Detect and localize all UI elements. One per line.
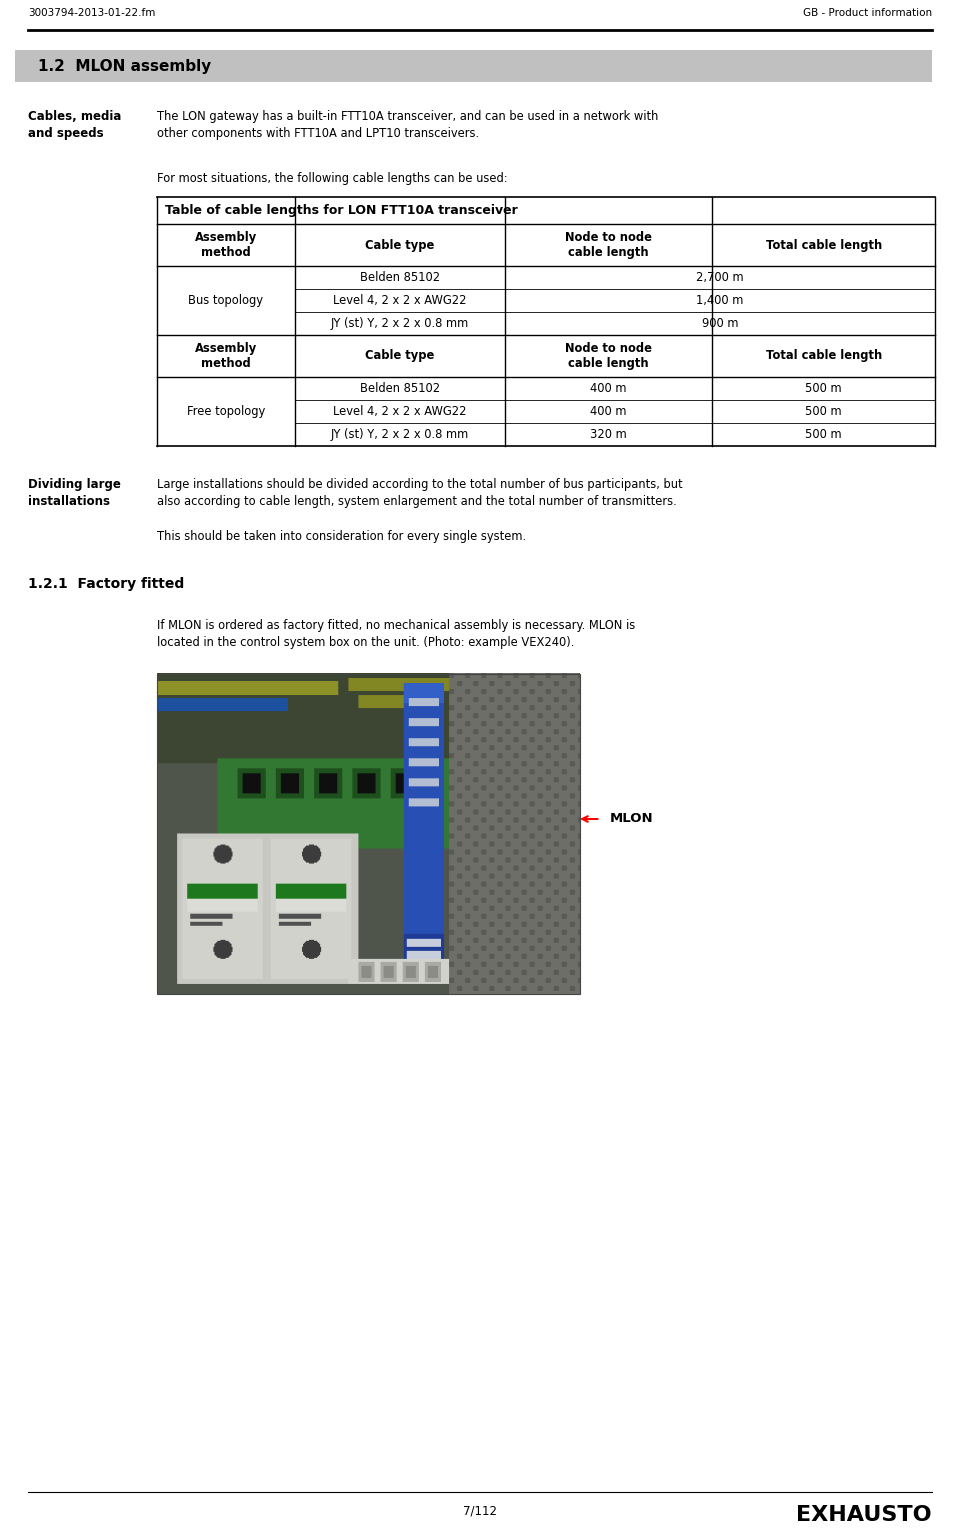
Text: 500 m: 500 m	[805, 406, 842, 418]
Text: 2,700 m: 2,700 m	[696, 271, 744, 283]
Text: Level 4, 2 x 2 x AWG22: Level 4, 2 x 2 x AWG22	[333, 406, 467, 418]
Text: 400 m: 400 m	[590, 406, 627, 418]
Text: Node to node
cable length: Node to node cable length	[565, 231, 652, 259]
Text: JY (st) Y, 2 x 2 x 0.8 mm: JY (st) Y, 2 x 2 x 0.8 mm	[330, 317, 468, 331]
Text: EXHAUSTO: EXHAUSTO	[797, 1505, 932, 1525]
Text: MLON: MLON	[610, 813, 654, 825]
Bar	[157, 224, 935, 266]
Text: Large installations should be divided according to the total number of bus parti: Large installations should be divided ac…	[157, 478, 683, 508]
Bar	[157, 377, 935, 446]
Bar	[15, 51, 932, 83]
Bar	[157, 335, 935, 377]
Text: For most situations, the following cable lengths can be used:: For most situations, the following cable…	[157, 171, 508, 185]
Text: Free topology: Free topology	[187, 406, 265, 418]
Bar	[157, 197, 935, 224]
Text: Node to node
cable length: Node to node cable length	[565, 341, 652, 371]
Bar	[157, 674, 580, 994]
Text: Assembly
method: Assembly method	[195, 231, 257, 259]
Text: GB - Product information: GB - Product information	[803, 8, 932, 18]
Text: Total cable length: Total cable length	[766, 349, 882, 363]
Text: 500 m: 500 m	[805, 383, 842, 395]
Text: If MLON is ordered as factory fitted, no mechanical assembly is necessary. MLON : If MLON is ordered as factory fitted, no…	[157, 619, 636, 649]
Text: Table of cable lengths for LON FTT10A transceiver: Table of cable lengths for LON FTT10A tr…	[165, 204, 517, 217]
Text: Bus topology: Bus topology	[188, 294, 263, 308]
Text: Dividing large
installations: Dividing large installations	[28, 478, 121, 508]
Text: This should be taken into consideration for every single system.: This should be taken into consideration …	[157, 530, 526, 544]
Text: 500 m: 500 m	[805, 429, 842, 441]
Text: The LON gateway has a built-in FTT10A transceiver, and can be used in a network : The LON gateway has a built-in FTT10A tr…	[157, 110, 659, 139]
Text: 900 m: 900 m	[702, 317, 738, 331]
Text: Level 4, 2 x 2 x AWG22: Level 4, 2 x 2 x AWG22	[333, 294, 467, 308]
Text: 320 m: 320 m	[590, 429, 627, 441]
Text: Cable type: Cable type	[365, 349, 434, 363]
Text: 3003794-2013-01-22.fm: 3003794-2013-01-22.fm	[28, 8, 156, 18]
Text: 1,400 m: 1,400 m	[696, 294, 744, 308]
Text: Belden 85102: Belden 85102	[360, 271, 440, 283]
Text: 400 m: 400 m	[590, 383, 627, 395]
Text: 1.2  MLON assembly: 1.2 MLON assembly	[38, 58, 211, 73]
Text: 7/112: 7/112	[463, 1505, 497, 1519]
Text: Cable type: Cable type	[365, 239, 434, 251]
Text: JY (st) Y, 2 x 2 x 0.8 mm: JY (st) Y, 2 x 2 x 0.8 mm	[330, 429, 468, 441]
Text: Belden 85102: Belden 85102	[360, 383, 440, 395]
Text: Total cable length: Total cable length	[766, 239, 882, 251]
Text: 1.2.1  Factory fitted: 1.2.1 Factory fitted	[28, 577, 184, 591]
Bar	[157, 266, 935, 335]
Text: Assembly
method: Assembly method	[195, 341, 257, 371]
Text: Cables, media
and speeds: Cables, media and speeds	[28, 110, 121, 139]
